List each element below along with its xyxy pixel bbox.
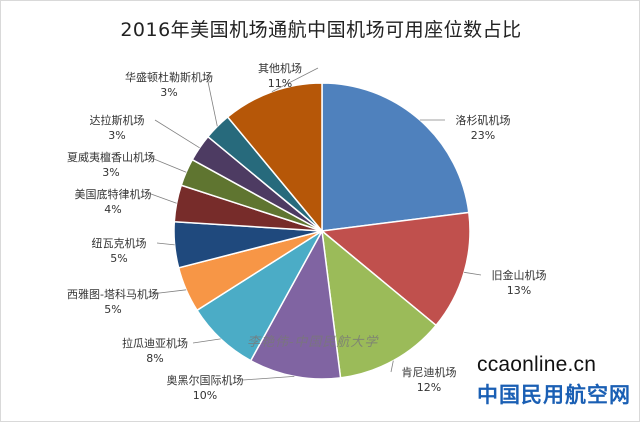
slice-percent-label: 3%	[102, 166, 119, 179]
leader-line	[148, 156, 187, 173]
slice-label: 奥黑尔国际机场	[167, 373, 244, 387]
slice-percent-label: 23%	[471, 129, 495, 142]
slice-percent-label: 5%	[110, 252, 127, 265]
slice-percent-label: 11%	[268, 77, 292, 90]
pie-slice	[321, 229, 438, 379]
slice-label: 纽瓦克机场	[92, 236, 147, 250]
slice-labels: 洛杉矶机场 23% 旧金山机场 13% 肯尼迪机场 12% 奥黑尔国际机场 10% 拉瓜迪亚机场…	[67, 61, 547, 402]
slice-label: 达拉斯机场	[90, 113, 145, 127]
leader-line	[464, 271, 482, 276]
slice-label: 拉瓜迪亚机场	[122, 336, 188, 350]
slice-label: 洛杉矶机场	[456, 113, 511, 127]
pie-slice	[226, 82, 323, 234]
leader-line	[150, 289, 187, 295]
pie-slices	[173, 82, 471, 380]
leader-line	[156, 242, 175, 246]
chart-title: 2016年美国机场通航中国机场可用座位数占比	[120, 19, 522, 41]
site-url-watermark: ccaonline.cn	[477, 353, 597, 376]
leader-line	[192, 338, 221, 344]
leader-line	[242, 376, 295, 381]
site-name-watermark: 中国民用航空网	[477, 383, 631, 407]
leader-line	[206, 76, 218, 127]
slice-percent-label: 13%	[507, 284, 531, 297]
slice-percent-label: 12%	[417, 381, 441, 394]
slice-percent-label: 4%	[104, 203, 121, 216]
leader-line	[271, 67, 319, 93]
slice-percent-label: 3%	[160, 86, 177, 99]
leader-lines	[148, 67, 482, 381]
slice-label: 肯尼迪机场	[402, 365, 457, 379]
author-watermark: 李艳伟-中国民航大学	[247, 335, 379, 350]
leader-line	[390, 360, 394, 373]
slice-percent-label: 3%	[108, 129, 125, 142]
slice-label: 美国底特律机场	[75, 187, 152, 201]
slice-percent-label: 5%	[104, 303, 121, 316]
slice-percent-label: 10%	[193, 389, 217, 402]
pie-slice	[321, 82, 470, 232]
slice-label: 旧金山机场	[492, 268, 547, 282]
leader-line	[150, 193, 177, 204]
slice-label: 其他机场	[258, 61, 302, 75]
slice-label: 夏威夷檀香山机场	[67, 150, 155, 164]
leader-line	[154, 119, 200, 149]
slice-label: 西雅图-塔科马机场	[67, 287, 159, 301]
slice-percent-label: 8%	[146, 352, 163, 365]
slice-label: 华盛顿杜勒斯机场	[125, 70, 213, 84]
